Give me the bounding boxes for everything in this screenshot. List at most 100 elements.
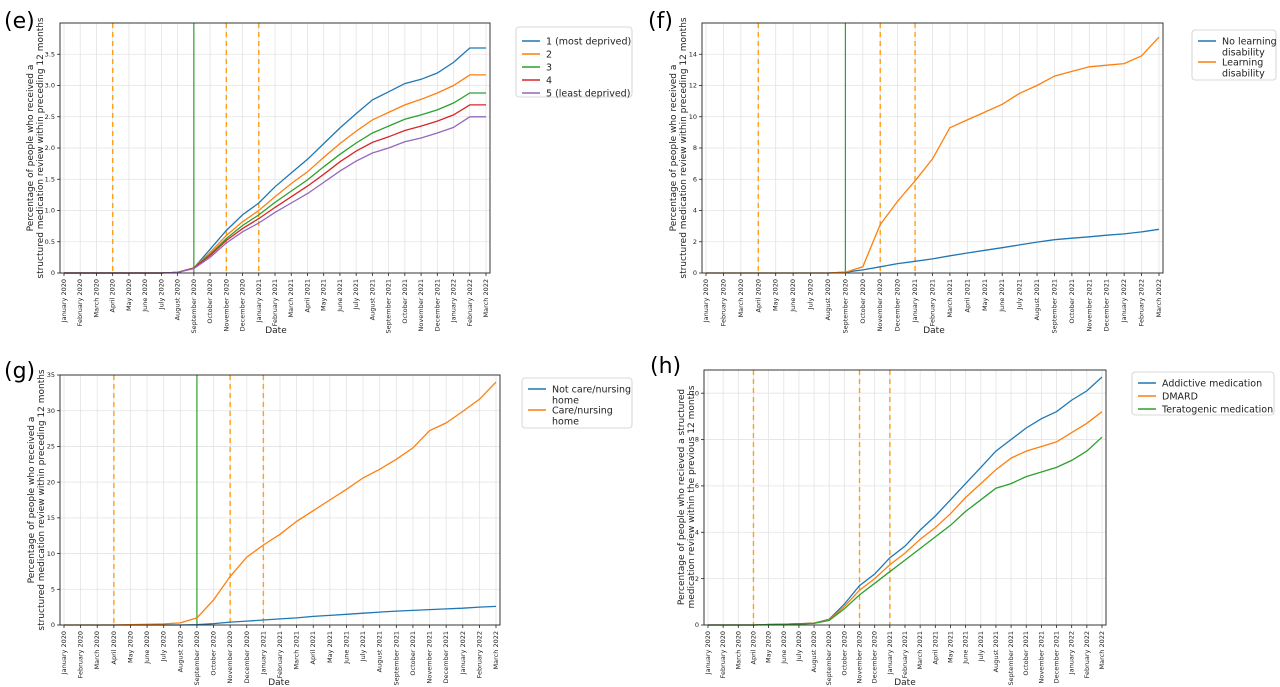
y-tick-label: 1.0 (45, 207, 55, 215)
x-tick-label: July 2020 (160, 631, 168, 662)
x-tick-label: April 2020 (109, 279, 117, 312)
chart-panel-2: (f) 0 2 4 6 8 10 12 14 January 2020 February 2020 M… (648, 9, 1277, 336)
x-tick-label: June 2020 (789, 279, 797, 313)
x-tick-label: March 2020 (92, 279, 100, 317)
x-tick-label: July 2021 (977, 631, 985, 662)
legend: 1 (most deprived) 2 3 4 5 (least deprived) (515, 26, 633, 100)
x-tick-label: June 2020 (143, 631, 151, 665)
y-tick-label: 6 (695, 482, 699, 490)
x-tick-label: May 2021 (320, 279, 328, 311)
y-tick-label: 4 (693, 207, 697, 215)
x-tick-label: February 2022 (475, 631, 483, 678)
x-tick-label: December 2021 (1103, 279, 1111, 331)
x-tick-label: January 2020 (60, 279, 68, 323)
x-tick-label: August 2021 (1033, 279, 1041, 320)
y-tick-label: 0 (695, 621, 699, 629)
y-tick-label: 2 (693, 238, 697, 246)
x-tick-label: March 2020 (93, 631, 101, 669)
y-tick-label: 15 (47, 514, 55, 522)
x-tick-label: December 2020 (243, 631, 251, 683)
legend-entry: Teratogenic medication (1161, 405, 1273, 416)
y-axis-label: Percentage of people who received astruc… (26, 17, 46, 279)
x-tick-label: May 2020 (126, 631, 134, 663)
x-tick-label: June 2020 (141, 279, 149, 313)
x-tick-label: January 2020 (704, 631, 712, 675)
x-tick-label: July 2021 (1016, 279, 1024, 310)
x-tick-label: June 2021 (342, 631, 350, 665)
x-tick-label: July 2020 (157, 279, 165, 310)
x-tick-label: September 2020 (190, 279, 198, 334)
x-tick-label: September 2020 (825, 631, 833, 686)
y-tick-label: 1.5 (45, 175, 55, 183)
x-tick-label: August 2021 (376, 631, 384, 672)
x-tick-label: February 2022 (1138, 279, 1146, 326)
x-tick-label: March 2021 (946, 279, 954, 317)
y-tick-label: 0 (51, 621, 55, 629)
x-tick-label: January 2022 (1068, 631, 1076, 675)
legend-entry: 3 (546, 63, 552, 74)
x-tick-label: March 2021 (293, 631, 301, 669)
x-tick-label: February 2020 (76, 279, 84, 326)
x-tick-label: January 2021 (259, 631, 267, 675)
y-tick-label: 2.0 (45, 144, 55, 152)
legend-entry: 5 (least deprived) (546, 89, 630, 100)
x-tick-label: June 2021 (962, 631, 970, 665)
x-tick-label: January 2021 (255, 279, 263, 323)
legend-entry: Not care/nursing home (552, 385, 631, 407)
x-tick-label: March 2020 (737, 279, 745, 317)
x-tick-label: February 2021 (276, 631, 284, 678)
legend-entry: Addictive medication (1162, 379, 1262, 390)
x-tick-label: May 2020 (765, 631, 773, 663)
legend-box (515, 26, 633, 98)
x-tick-label: November 2020 (222, 279, 230, 331)
legend-entry: No learning disability (1222, 37, 1277, 59)
x-tick-label: February 2021 (901, 631, 909, 678)
x-tick-label: August 2021 (992, 631, 1000, 672)
y-tick-label: 10 (691, 389, 699, 397)
x-tick-label: January 2021 (886, 631, 894, 675)
x-tick-label: January 2021 (911, 279, 919, 323)
x-tick-label: March 2022 (1098, 631, 1106, 669)
y-tick-label: 3.0 (45, 82, 55, 90)
panel-letter: (g) (4, 359, 35, 384)
x-tick-label: July 2020 (807, 279, 815, 310)
legend-entry: 4 (546, 76, 552, 87)
x-tick-label: December 2020 (894, 279, 902, 331)
legend-box (1131, 371, 1275, 416)
x-tick-label: December 2020 (239, 279, 247, 331)
x-tick-label: March 2022 (492, 631, 500, 669)
x-axis-label: Date (923, 326, 945, 336)
x-tick-label: October 2020 (206, 279, 214, 324)
legend-entry: Care/nursing home (552, 406, 613, 428)
x-tick-label: July 2021 (352, 279, 360, 310)
x-tick-label: April 2020 (754, 279, 762, 312)
y-tick-label: 0 (693, 269, 697, 277)
y-tick-label: 6 (693, 175, 697, 183)
x-tick-label: October 2020 (210, 631, 218, 676)
chart-panel-3: (g) 0 5 10 15 20 25 30 35 January 2020 February 20… (4, 359, 633, 687)
x-tick-label: November 2020 (876, 279, 884, 331)
x-tick-label: August 2020 (824, 279, 832, 320)
y-tick-label: 30 (47, 407, 55, 415)
x-tick-label: February 2021 (929, 279, 937, 326)
x-tick-label: March 2021 (287, 279, 295, 317)
x-tick-label: November 2020 (856, 631, 864, 683)
x-tick-label: March 2022 (1155, 279, 1163, 317)
x-tick-label: May 2021 (326, 631, 334, 663)
x-tick-label: September 2021 (385, 279, 393, 334)
x-tick-label: October 2021 (401, 279, 409, 324)
x-tick-label: February 2022 (1083, 631, 1091, 678)
x-tick-label: December 2021 (442, 631, 450, 683)
x-tick-label: February 2020 (77, 631, 85, 678)
x-tick-label: January 2022 (450, 279, 458, 323)
x-tick-label: October 2021 (1068, 279, 1076, 324)
x-tick-label: August 2020 (176, 631, 184, 672)
panel-letter: (h) (650, 354, 681, 379)
y-axis-label: Percentage of people who recieved a stru… (677, 385, 697, 608)
x-tick-label: June 2021 (998, 279, 1006, 313)
panel-letter: (e) (4, 9, 35, 34)
x-tick-label: September 2020 (841, 279, 849, 334)
y-axis-label: Percentage of people who received astruc… (669, 17, 689, 279)
